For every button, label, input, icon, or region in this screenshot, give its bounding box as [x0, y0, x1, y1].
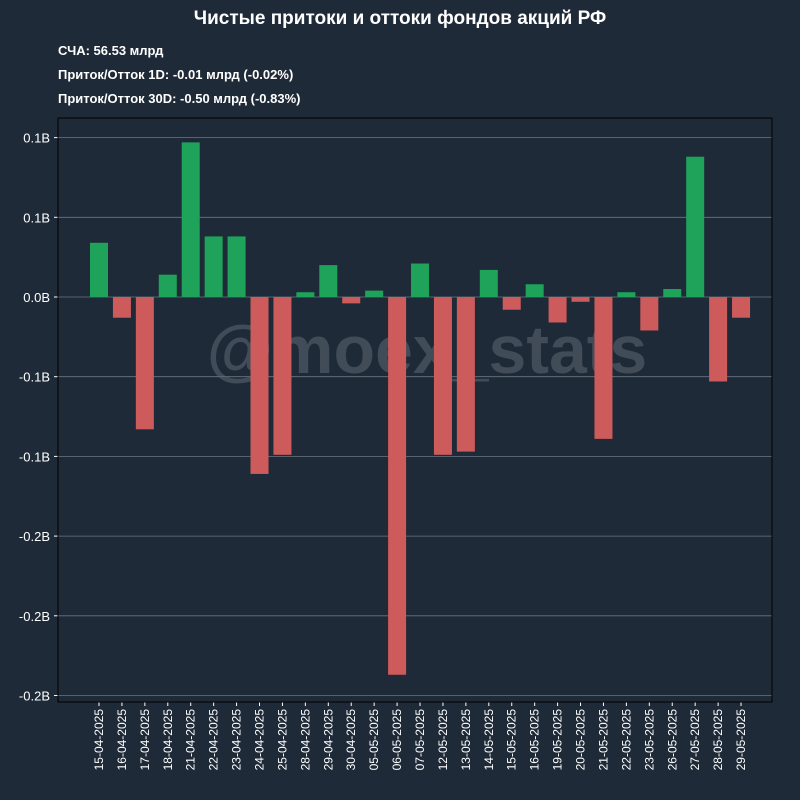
x-tick-label: 23-05-2025: [642, 709, 656, 771]
x-tick-label: 28-05-2025: [711, 709, 725, 771]
x-tick-label: 21-05-2025: [596, 709, 610, 771]
bar-29-04-2025: [319, 265, 338, 297]
bar-22-05-2025: [617, 292, 636, 297]
bars: [90, 142, 751, 675]
x-tick-label: 21-04-2025: [184, 709, 198, 771]
x-tick-label: 18-04-2025: [161, 709, 175, 771]
y-tick-label: -0.2B: [19, 529, 50, 544]
x-tick-label: 22-05-2025: [619, 709, 633, 771]
x-tick-label: 12-05-2025: [436, 709, 450, 771]
x-tick-label: 16-05-2025: [528, 709, 542, 771]
x-tick-label: 17-04-2025: [138, 709, 152, 771]
x-tick-label: 15-04-2025: [92, 709, 106, 771]
x-tick-label: 25-04-2025: [275, 709, 289, 771]
chart-title: Чистые притоки и оттоки фондов акций РФ: [193, 8, 607, 29]
bar-28-04-2025: [296, 292, 315, 297]
bar-23-05-2025: [640, 297, 659, 331]
bar-07-05-2025: [411, 263, 430, 297]
plot-frame: [57, 117, 773, 703]
y-tick-label: -0.2B: [19, 609, 50, 624]
x-tick-label: 28-04-2025: [298, 709, 312, 771]
x-tick-label: 07-05-2025: [413, 709, 427, 771]
x-tick-label: 29-04-2025: [321, 709, 335, 771]
flow-1d-stat: Приток/Отток 1D: -0.01 млрд (-0.02%): [58, 67, 294, 82]
bar-06-05-2025: [388, 297, 407, 675]
x-tick-label: 15-05-2025: [505, 709, 519, 771]
x-tick-label: 26-05-2025: [665, 709, 679, 771]
y-tick-label: -0.2B: [19, 689, 50, 704]
x-tick-label: 05-05-2025: [367, 709, 381, 771]
x-axis-labels: 15-04-2025 16-04-2025 17-04-2025 18-04-2025…: [92, 702, 748, 770]
x-tick-label: 22-04-2025: [207, 709, 221, 771]
bar-17-04-2025: [135, 297, 154, 430]
bar-22-04-2025: [204, 236, 223, 297]
bar-18-04-2025: [158, 274, 177, 297]
bar-25-04-2025: [273, 297, 292, 455]
x-tick-label: 29-05-2025: [734, 709, 748, 771]
x-tick-label: 27-05-2025: [688, 709, 702, 771]
bar-27-05-2025: [686, 156, 705, 297]
bar-28-05-2025: [709, 297, 728, 382]
y-tick-label: -0.1B: [19, 449, 50, 464]
y-axis: 0.1B 0.1B 0.0B -0.1B -0.1B -0.2B -0.2B -0.2B: [19, 131, 58, 704]
x-tick-label: 24-04-2025: [253, 709, 267, 771]
bar-05-05-2025: [365, 290, 384, 297]
bar-21-05-2025: [594, 297, 613, 439]
x-tick-label: 19-05-2025: [551, 709, 565, 771]
bar-15-04-2025: [90, 242, 108, 297]
y-tick-label: 0.1B: [23, 131, 50, 146]
x-tick-label: 20-05-2025: [574, 709, 588, 771]
bar-23-04-2025: [227, 236, 246, 297]
y-tick-label: 0.1B: [23, 210, 50, 225]
flow-30d-stat: Приток/Отток 30D: -0.50 млрд (-0.83%): [58, 91, 301, 106]
grid-lines: [58, 137, 772, 696]
bar-20-05-2025: [571, 297, 590, 302]
bar-26-05-2025: [663, 289, 682, 297]
bar-24-04-2025: [250, 297, 269, 474]
x-tick-label: 13-05-2025: [459, 709, 473, 771]
y-tick-label: 0.0B: [23, 290, 50, 305]
bar-16-04-2025: [112, 297, 131, 318]
bar-21-04-2025: [181, 142, 200, 297]
bar-13-05-2025: [456, 297, 475, 452]
bar-19-05-2025: [548, 297, 567, 323]
aum-stat: СЧА: 56.53 млрд: [58, 43, 164, 58]
bar-16-05-2025: [525, 284, 544, 297]
bar-29-05-2025: [732, 297, 751, 318]
y-tick-label: -0.1B: [19, 370, 50, 385]
bar-15-05-2025: [502, 297, 521, 310]
watermark-text: @moex_stats: [207, 312, 648, 388]
x-tick-label: 16-04-2025: [115, 709, 129, 771]
x-tick-label: 23-04-2025: [230, 709, 244, 771]
bar-12-05-2025: [433, 297, 452, 455]
bar-14-05-2025: [479, 269, 498, 297]
bar-30-04-2025: [342, 297, 361, 304]
x-tick-label: 30-04-2025: [344, 709, 358, 771]
x-tick-label: 06-05-2025: [390, 709, 404, 771]
x-tick-label: 14-05-2025: [482, 709, 496, 771]
